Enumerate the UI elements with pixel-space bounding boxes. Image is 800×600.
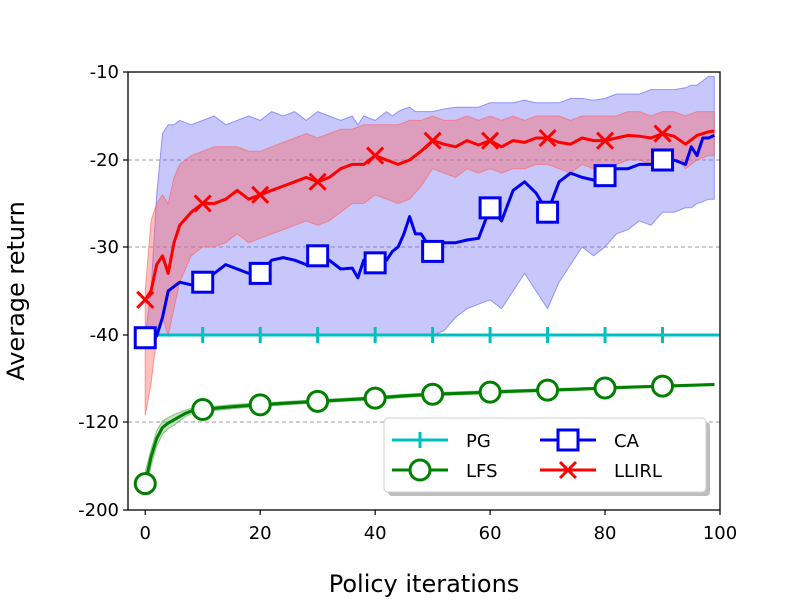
- line-llirl: [143, 129, 715, 301]
- legend-label: LLIRL: [614, 461, 662, 482]
- legend-item-lfs: LFS: [392, 458, 498, 482]
- marker-llirl: [538, 128, 557, 148]
- x-axis-title: Policy iterations: [329, 570, 520, 598]
- marker-ca: [593, 164, 617, 188]
- y-tick-label: -10: [90, 62, 119, 83]
- marker-llirl: [595, 131, 615, 150]
- marker-lfs: [421, 382, 445, 406]
- marker-lfs: [478, 380, 502, 404]
- marker-llirl: [653, 124, 672, 143]
- marker-lfs: [363, 386, 387, 410]
- marker-llirl: [481, 131, 500, 150]
- legend-item-ca: CA: [540, 428, 640, 452]
- marker-pg: [309, 327, 326, 343]
- marker-pg: [482, 327, 499, 343]
- marker-pg: [597, 327, 614, 343]
- marker-lfs: [191, 397, 215, 421]
- legend-label: CA: [614, 431, 640, 452]
- line-ca: [145, 134, 715, 340]
- marker-ca: [306, 244, 330, 268]
- marker-lfs: [536, 378, 560, 402]
- plot-frame: [127, 71, 721, 511]
- marker-llirl: [136, 290, 155, 309]
- marker-ca: [133, 326, 157, 350]
- marker-lfs: [593, 376, 617, 400]
- legend-label: PG: [466, 431, 491, 452]
- marker-llirl: [251, 185, 270, 204]
- axis-ticks: 0 20 40 60 80 100 -200 -120 -40 -30 -20 -10: [78, 62, 737, 544]
- marker-pg: [252, 327, 269, 343]
- marker-lfs: [133, 472, 157, 496]
- x-tick-label: 40: [364, 523, 387, 544]
- series-markers: [133, 124, 675, 496]
- legend-label: LFS: [466, 461, 498, 482]
- legend-swatch-marker: [412, 432, 428, 448]
- y-tick-label: -200: [78, 500, 119, 521]
- legend: PG CA LFS LLIRL: [383, 417, 710, 496]
- marker-lfs: [651, 374, 675, 398]
- y-tick-label: -30: [90, 237, 119, 258]
- y-tick-label: -120: [78, 412, 119, 433]
- marker-ca: [536, 200, 560, 224]
- confidence-bands: [144, 75, 715, 494]
- marker-llirl: [423, 131, 442, 150]
- legend-item-pg: PG: [392, 431, 491, 452]
- y-tick-label: -40: [90, 325, 119, 346]
- marker-pg: [194, 327, 211, 343]
- marker-ca: [248, 261, 272, 285]
- legend-item-llirl: LLIRL: [540, 460, 662, 482]
- y-axis-title: Average return: [2, 201, 30, 381]
- x-tick-label: 20: [249, 523, 272, 544]
- marker-ca: [363, 251, 387, 275]
- line-lfs: [143, 383, 715, 484]
- marker-pg: [367, 327, 384, 343]
- marker-pg: [424, 327, 441, 343]
- y-tick-label: -20: [90, 150, 119, 171]
- marker-llirl: [308, 172, 327, 191]
- marker-lfs: [248, 393, 272, 417]
- x-tick-label: 100: [703, 523, 737, 544]
- x-tick-label: 0: [140, 523, 151, 544]
- band-llirl: [144, 111, 715, 416]
- legend-swatch-marker: [556, 428, 580, 452]
- marker-llirl: [193, 194, 212, 213]
- marker-llirl: [366, 146, 385, 165]
- legend-swatch-marker: [558, 460, 578, 480]
- x-tick-label: 80: [594, 523, 617, 544]
- marker-ca: [421, 239, 445, 263]
- marker-pg: [539, 327, 556, 343]
- marker-ca: [478, 196, 502, 220]
- marker-ca: [651, 148, 675, 172]
- x-tick-label: 60: [479, 523, 502, 544]
- legend-box: [383, 417, 707, 493]
- marker-ca: [191, 270, 215, 294]
- marker-pg: [654, 327, 671, 343]
- marker-lfs: [306, 389, 330, 413]
- legend-swatch-marker: [408, 458, 432, 482]
